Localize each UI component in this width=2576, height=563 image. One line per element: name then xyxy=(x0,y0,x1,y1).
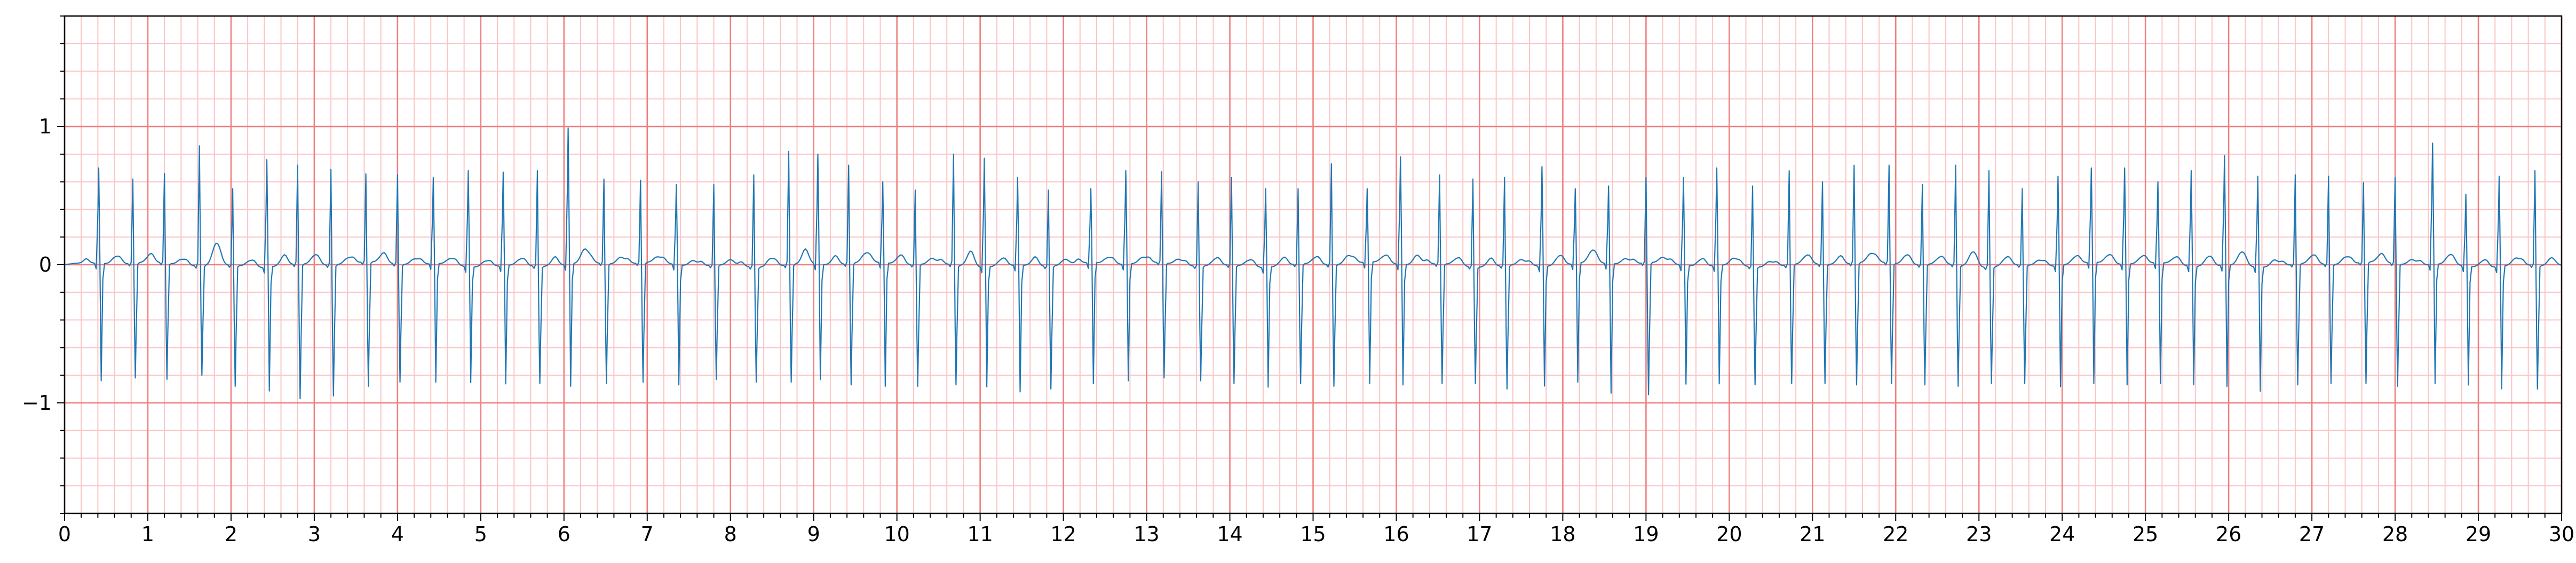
x-tick-label: 27 xyxy=(2299,522,2325,546)
y-axis-ticks: −1 0 1 xyxy=(22,15,65,514)
x-tick-label: 20 xyxy=(1716,522,1742,546)
x-tick-label: 22 xyxy=(1883,522,1908,546)
x-tick-label: 8 xyxy=(724,522,737,546)
x-tick-label: 10 xyxy=(884,522,909,546)
x-tick-label: 24 xyxy=(2049,522,2075,546)
x-tick-label: 16 xyxy=(1383,522,1409,546)
x-tick-label: 17 xyxy=(1467,522,1492,546)
x-tick-label: 21 xyxy=(1800,522,1825,546)
x-tick-label: 18 xyxy=(1550,522,1575,546)
x-tick-label: 9 xyxy=(807,522,820,546)
x-tick-label: 23 xyxy=(1966,522,1992,546)
series-layer xyxy=(64,127,2562,400)
x-tick-label: 13 xyxy=(1134,522,1159,546)
x-tick-label: 5 xyxy=(474,522,487,546)
x-tick-label: 15 xyxy=(1300,522,1326,546)
x-tick-label: 14 xyxy=(1217,522,1242,546)
x-tick-label: 7 xyxy=(641,522,654,546)
x-tick-label: 30 xyxy=(2549,522,2574,546)
x-tick-label: 29 xyxy=(2466,522,2491,546)
x-tick-label: 4 xyxy=(391,522,404,546)
x-tick-label: 26 xyxy=(2216,522,2241,546)
x-tick-label: 25 xyxy=(2133,522,2158,546)
x-tick-label: 11 xyxy=(967,522,993,546)
x-tick-label: 1 xyxy=(141,522,154,546)
x-tick-label: 19 xyxy=(1633,522,1659,546)
x-tick-label: 6 xyxy=(558,522,570,546)
x-tick-label: 3 xyxy=(308,522,321,546)
y-tick-label: 1 xyxy=(39,115,52,138)
y-tick-label: −1 xyxy=(22,391,52,415)
x-tick-label: 12 xyxy=(1050,522,1076,546)
x-tick-label: 28 xyxy=(2382,522,2408,546)
y-tick-label: 0 xyxy=(39,253,52,276)
x-tick-label: 0 xyxy=(58,522,71,546)
x-axis-ticks: 0 1 2 3 4 5 6 7 8 9 10 11 12 13 14 15 16 17 18 19 20 21 22 23 24… xyxy=(58,513,2574,546)
x-tick-label: 2 xyxy=(225,522,237,546)
series-line xyxy=(64,127,2562,400)
